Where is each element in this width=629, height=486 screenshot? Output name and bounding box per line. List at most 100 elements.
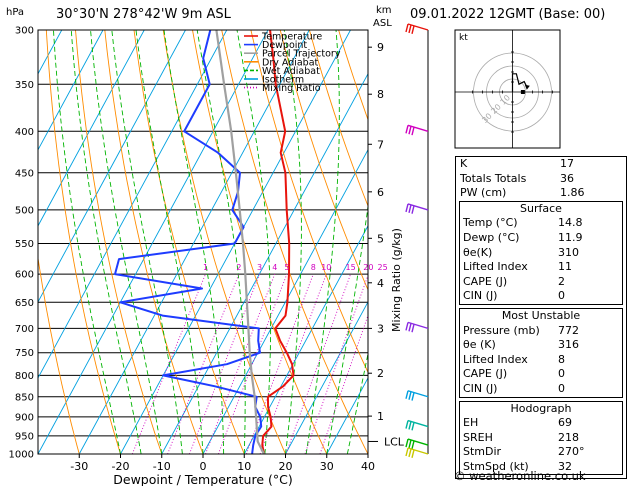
surface-value: 310 (558, 245, 579, 259)
surface-row: CIN (J) 0 (460, 289, 622, 304)
isotherm-line (285, 300, 368, 454)
surface-label: Temp (°C) (463, 216, 518, 230)
pressure-tick-label: 750 (15, 348, 34, 359)
copyright: © weatheronline.co.uk (454, 469, 586, 483)
height-tick-label: 5 (377, 232, 384, 245)
isotherm-line (38, 30, 145, 227)
pressure-tick-label: 950 (15, 431, 34, 442)
dry-adiabat-line (45, 30, 121, 454)
dry-adiabat-line (308, 30, 368, 208)
surface-section: Surface Temp (°C) 14.8 Dewp (°C) 11.9 θe(K) 3… (459, 200, 623, 305)
mixing-ratio-label: 25 (378, 263, 388, 272)
mixing-ratio-label: 1 (203, 263, 208, 272)
isotherm-line (243, 224, 368, 454)
legend-label: Temperature (261, 32, 322, 43)
most-unstable-label: CAPE (J) (463, 367, 508, 381)
mixing-ratio-line (319, 314, 368, 454)
wind-barb (405, 23, 429, 34)
most-unstable-value: 0 (558, 381, 565, 395)
index-label: PW (cm) (460, 186, 507, 200)
mixing-ratio-line (217, 273, 288, 454)
legend-label: Wet Adiabat (262, 66, 320, 77)
indices-table: K 17 Totals Totals 36 PW (cm) 1.86 Surface Te… (455, 156, 627, 480)
index-value: 17 (560, 157, 574, 170)
wet-adiabat-line (53, 30, 121, 454)
most-unstable-label: Lifted Index (463, 352, 528, 366)
hodograph-title: Hodograph (510, 401, 572, 415)
surface-label: Lifted Index (463, 260, 528, 274)
hodograph-trace (511, 73, 528, 92)
x-tick-label: -10 (153, 460, 171, 473)
mixing-ratio-axis-label: Mixing Ratio (g/kg) (390, 228, 403, 332)
hodograph-stat-value: 270° (558, 445, 585, 459)
mixing-ratio-label: 20 (363, 263, 373, 272)
most-unstable-value: 0 (558, 367, 565, 381)
pressure-tick-label: 600 (15, 270, 34, 281)
wet-adiabat-line (326, 203, 368, 454)
height-tick-label: 2 (377, 367, 384, 380)
mixing-ratio-label: 15 (346, 263, 356, 272)
legend-label: Parcel Trajectory (262, 49, 341, 60)
hodograph-unit-label: kt (459, 33, 468, 43)
most-unstable-section: Most Unstable Pressure (mb) 772 θe (K) 316 L… (459, 307, 623, 398)
wet-adiabat-line (283, 30, 302, 454)
wind-barb (405, 447, 429, 458)
station-location: 30°30'N 278°42'W 9m ASL (56, 7, 231, 22)
surface-row: Dewp (°C) 11.9 (460, 231, 622, 246)
surface-value: 2 (558, 274, 565, 288)
pressure-tick-label: 700 (15, 324, 34, 335)
most-unstable-value: 316 (558, 338, 579, 352)
pressure-tick-label: 450 (15, 168, 34, 179)
wet-adiabat-line (305, 30, 340, 454)
most-unstable-row: CAPE (J) 0 (460, 367, 622, 382)
height-tick-label: 8 (377, 88, 384, 101)
most-unstable-row: θe (K) 316 (460, 338, 622, 353)
wet-adiabat-line (111, 30, 183, 454)
wet-adiabat-line (135, 30, 204, 454)
wet-adiabat-line (163, 30, 225, 454)
mixing-ratio-label: 3 (257, 263, 262, 272)
surface-label: CIN (J) (463, 289, 498, 303)
hodograph-stat-row: StmDir 270° (460, 445, 622, 460)
surface-row: Temp (°C) 14.8 (460, 216, 622, 231)
hodograph-stat-value: 218 (558, 430, 579, 444)
index-value: 1.86 (560, 186, 585, 200)
x-tick-label: 0 (200, 460, 207, 473)
most-unstable-label: Pressure (mb) (463, 323, 540, 337)
hodograph-stat-label: StmDir (463, 445, 502, 459)
pressure-unit-label: hPa (6, 7, 24, 18)
wet-adiabat-line (90, 30, 163, 454)
index-label: Totals Totals (460, 171, 527, 185)
pressure-tick-label: 500 (15, 205, 34, 216)
mixing-ratio-line (188, 273, 261, 454)
height-tick-label: 7 (377, 138, 384, 151)
lcl-label: LCL (384, 436, 405, 449)
isotherm-line (38, 30, 228, 379)
wind-barb (405, 438, 429, 450)
index-label: K (460, 157, 468, 170)
height-unit-label: km (376, 5, 392, 16)
x-tick-label: -30 (70, 460, 88, 473)
height-tick-label: 4 (377, 277, 384, 290)
wind-barb (405, 203, 429, 214)
wind-barb (405, 124, 429, 136)
height-tick-label: 6 (377, 186, 384, 199)
height-tick-label: 3 (377, 322, 384, 335)
pressure-tick-label: 400 (15, 127, 34, 138)
series-parcel-trajectory-line (215, 30, 265, 454)
x-tick-label: 10 (237, 460, 251, 473)
surface-label: Dewp (°C) (463, 230, 520, 244)
index-row: K 17 (456, 157, 626, 172)
wet-adiabat-line (70, 30, 142, 454)
mixing-ratio-label: 10 (321, 263, 331, 272)
dry-adiabat-line (221, 30, 368, 454)
pressure-tick-label: 800 (15, 371, 34, 382)
mixing-ratio-label: 4 (272, 263, 277, 272)
surface-value: 14.8 (558, 216, 583, 230)
pressure-tick-label: 900 (15, 412, 34, 423)
surface-row: θe(K) 310 (460, 246, 622, 261)
surface-label: θe(K) (463, 245, 493, 259)
pressure-tick-label: 850 (15, 392, 34, 403)
most-unstable-row: CIN (J) 0 (460, 382, 622, 397)
mixing-ratio-label: 5 (284, 263, 289, 272)
